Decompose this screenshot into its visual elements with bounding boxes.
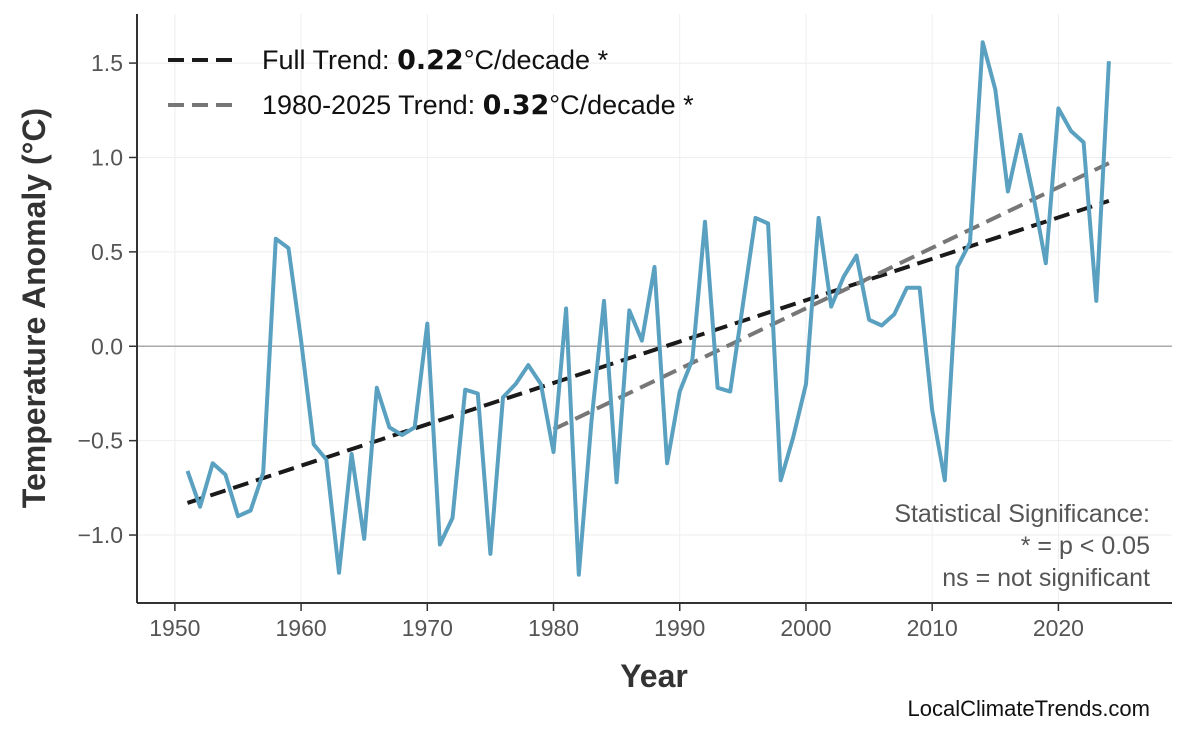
legend-label: Full Trend:	[262, 45, 397, 75]
significance-line: * = p < 0.05	[1021, 532, 1150, 560]
legend-trend-value: 0.22	[397, 45, 464, 76]
x-tick-label: 2010	[907, 615, 958, 641]
x-tick-label: 2020	[1033, 615, 1084, 641]
y-tick-label: 1.0	[91, 144, 123, 170]
significance-line: Statistical Significance:	[894, 500, 1150, 528]
x-axis-label: Year	[620, 658, 688, 694]
legend-label: 1980-2025 Trend:	[262, 90, 483, 120]
x-tick-label: 1970	[402, 615, 453, 641]
x-tick-label: 1980	[528, 615, 579, 641]
legend: Full Trend: 0.22°C/decade *1980-2025 Tre…	[168, 45, 694, 121]
y-tick-label: 0.5	[91, 239, 123, 265]
y-tick-label: 1.5	[91, 50, 123, 76]
legend-trend-value: 0.32	[483, 90, 550, 121]
x-tick-label: 2000	[780, 615, 831, 641]
legend-entry: 1980-2025 Trend: 0.32°C/decade *	[262, 90, 694, 121]
watermark: LocalClimateTrends.com	[908, 696, 1151, 721]
significance-line: ns = not significant	[942, 564, 1150, 592]
legend-units: °C/decade *	[464, 45, 609, 75]
series-line	[188, 42, 1109, 574]
y-tick-label: −0.5	[78, 428, 123, 454]
y-tick-label: −1.0	[78, 522, 123, 548]
x-tick-label: 1950	[149, 615, 200, 641]
legend-entry: Full Trend: 0.22°C/decade *	[262, 45, 609, 76]
y-tick-label: 0.0	[91, 333, 123, 359]
legend-units: °C/decade *	[549, 90, 694, 120]
x-tick-label: 1990	[654, 615, 705, 641]
x-tick-label: 1960	[275, 615, 326, 641]
y-axis-label: Temperature Anomaly (°C)	[16, 108, 52, 508]
